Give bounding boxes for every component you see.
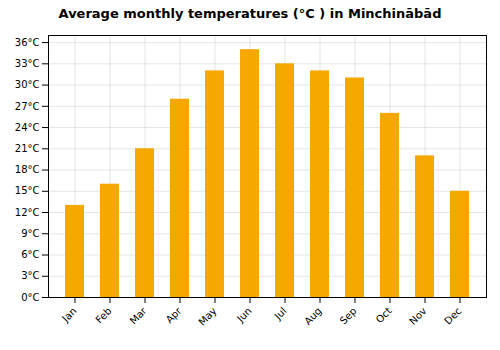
svg-text:May: May [196, 305, 218, 327]
svg-text:Mar: Mar [128, 305, 150, 327]
svg-text:21°C: 21°C [15, 143, 40, 154]
svg-text:24°C: 24°C [15, 122, 40, 133]
svg-text:Aug: Aug [302, 305, 324, 327]
svg-text:6°C: 6°C [21, 249, 39, 260]
svg-text:Nov: Nov [407, 305, 429, 327]
svg-text:27°C: 27°C [15, 101, 40, 112]
html-text:Average monthly temperatures (: Average monthly temperatures (°C ) in Mi… [58, 6, 442, 21]
svg-text:30°C: 30°C [15, 79, 40, 90]
svg-text:Oct: Oct [374, 305, 394, 325]
svg-text:9°C: 9°C [21, 228, 39, 239]
svg-text:15°C: 15°C [15, 185, 40, 196]
svg-text:18°C: 18°C [15, 164, 40, 175]
svg-text:36°C: 36°C [15, 37, 40, 48]
svg-text:Jul: Jul [272, 305, 289, 322]
svg-text:Dec: Dec [442, 305, 463, 326]
svg-text:Apr: Apr [164, 305, 185, 326]
svg-text:12°C: 12°C [15, 207, 40, 218]
svg-text:33°C: 33°C [15, 58, 40, 69]
svg-text:Jan: Jan [59, 305, 78, 324]
svg-text:Jun: Jun [234, 305, 254, 325]
svg-text:Feb: Feb [93, 305, 113, 325]
svg-text:Sep: Sep [338, 305, 359, 326]
svg-text:3°C: 3°C [21, 270, 39, 281]
svg-text:0°C: 0°C [21, 292, 39, 303]
